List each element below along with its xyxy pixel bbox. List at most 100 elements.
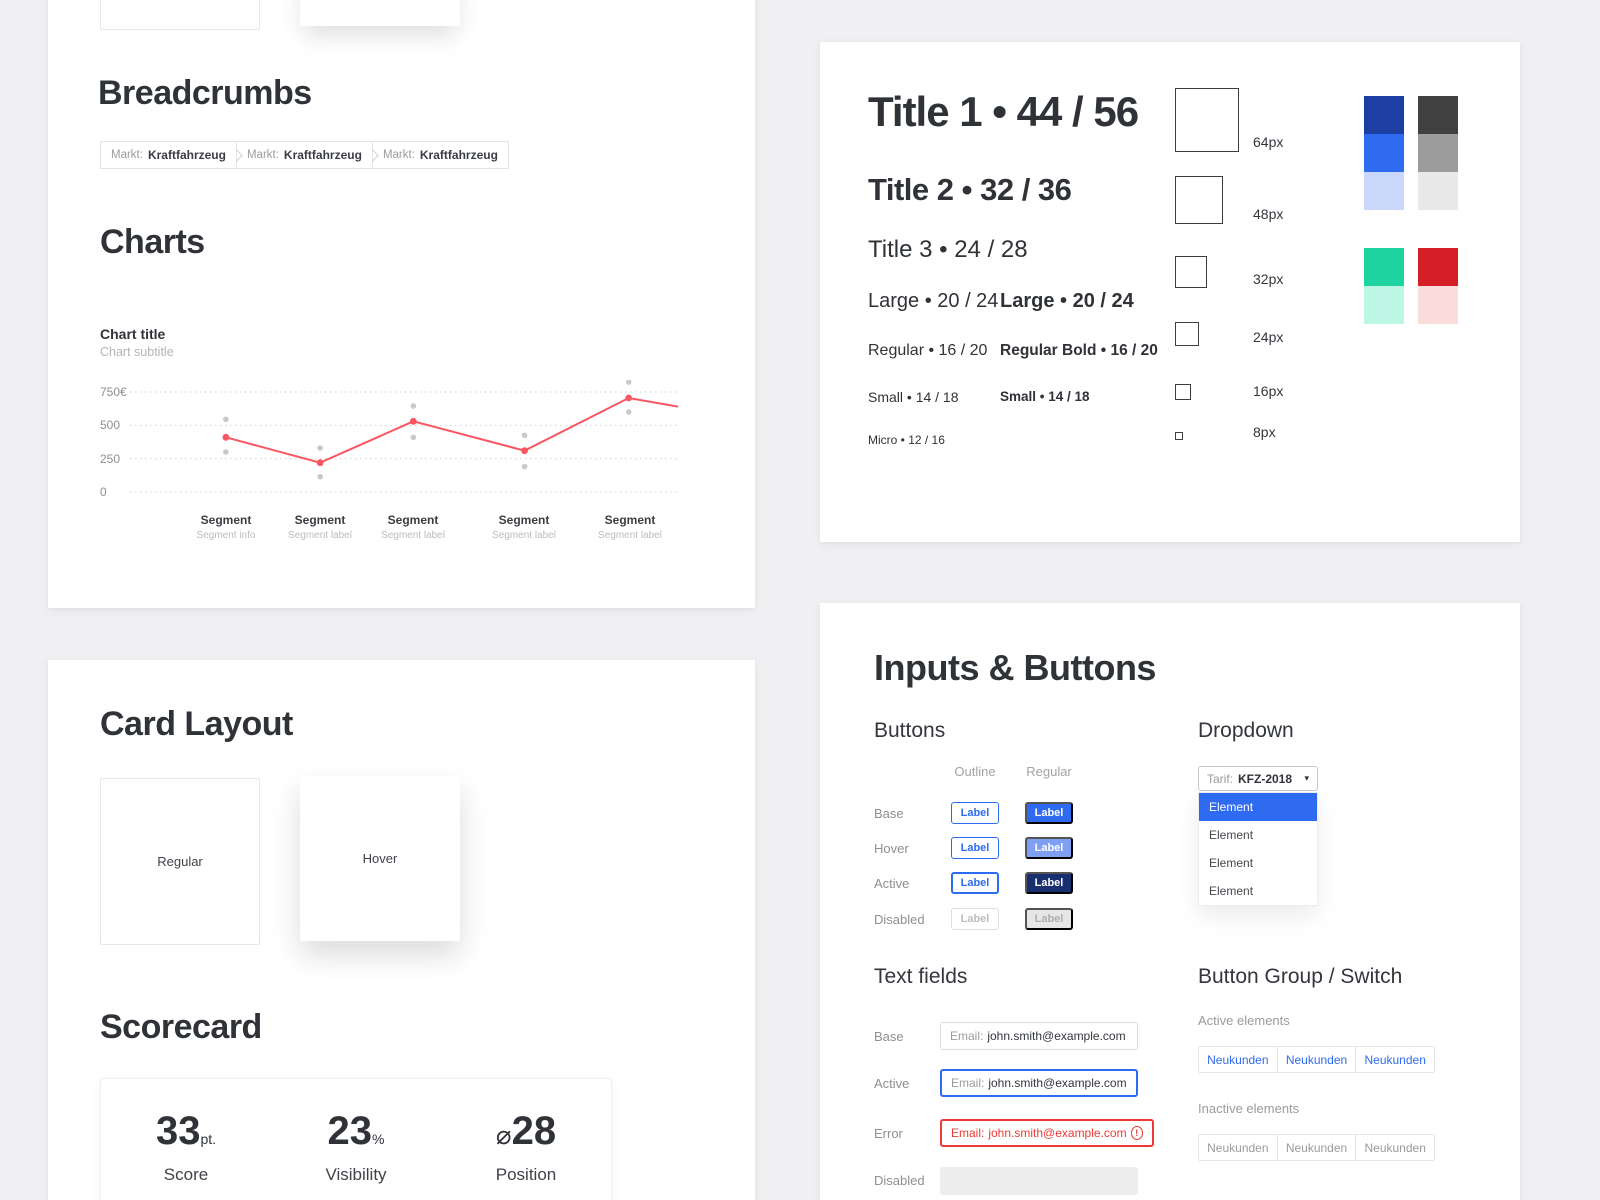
stat-value: 28 [511,1109,557,1153]
x-axis-label: Segment Segment label [270,513,370,541]
color-swatch-gray [1418,134,1458,172]
breadcrumb-value: Kraftfahrzeug [419,148,498,162]
size-label: 64px [1253,134,1284,150]
size-label: 32px [1253,271,1284,287]
email-field-active[interactable]: Email: john.smith@example.com [940,1069,1138,1097]
x-axis-label: Segment Segment info [176,513,276,541]
row-label-base: Base [874,806,904,821]
type-specimen-title1: Title 1 • 44 / 56 [868,88,1139,135]
segment-label: Segment [498,513,550,527]
color-swatch-blue-dark [1364,96,1404,134]
card-example-remnant [100,0,260,30]
segment-label: Segment [387,513,439,527]
fill-button-base[interactable]: Label [1025,802,1073,824]
fill-button-hover[interactable]: Label [1025,837,1073,859]
stat-value: 33 [155,1109,201,1153]
x-axis-label: Segment Segment label [363,513,463,541]
outline-button-base[interactable]: Label [951,802,999,824]
row-label-disabled: Disabled [874,912,925,927]
stat-unit: pt. [200,1131,217,1147]
group-button[interactable]: Neukunden [1198,1134,1278,1161]
dropdown-option-selected[interactable]: Element [1199,793,1317,821]
color-swatch-green-light [1364,286,1404,324]
stat-prefix: ⌀ [495,1120,512,1150]
type-specimen-small-bold: Small • 14 / 18 [1000,389,1090,404]
group-button[interactable]: Neukunden [1355,1046,1436,1073]
outline-button-active[interactable]: Label [951,872,999,894]
field-row-label-active: Active [874,1076,910,1091]
fill-button-active[interactable]: Label [1025,872,1073,894]
breadcrumb-item[interactable]: Markt: Kraftfahrzeug [371,141,509,169]
group-button[interactable]: Neukunden [1198,1046,1278,1073]
color-swatch-blue [1364,134,1404,172]
color-swatch-green [1364,248,1404,286]
text-fields-subheading: Text fields [874,965,968,988]
segment-sublabel: Segment label [598,530,662,541]
dropdown-option[interactable]: Element [1209,884,1254,898]
dropdown-option[interactable]: Element [1209,828,1254,842]
breadcrumb-key: Markt: [246,149,279,161]
dropdown-option[interactable]: Element [1209,856,1254,870]
group-button[interactable]: Neukunden [1276,1134,1357,1161]
size-square-24 [1175,322,1199,346]
email-field-error[interactable]: Email: john.smith@example.com ! [940,1119,1154,1147]
x-axis-label: Segment Segment label [474,513,574,541]
email-field-disabled [940,1167,1138,1195]
email-field-label: Email: [950,1029,984,1043]
components-card: Breadcrumbs Markt: Kraftfahrzeug Markt: … [48,0,755,608]
card-layout-card: Card Layout Regular Hover Scorecard 33pt… [48,660,755,1200]
type-specimen-large-bold: Large • 20 / 24 [1000,290,1134,312]
size-square-48 [1175,176,1223,224]
segment-sublabel: Segment label [381,530,445,541]
buttons-subheading: Buttons [874,719,946,742]
column-header-regular: Regular [1026,764,1072,779]
color-swatch-red [1418,248,1458,286]
group-button[interactable]: Neukunden [1355,1134,1436,1161]
group-button[interactable]: Neukunden [1276,1046,1357,1073]
field-row-label-base: Base [874,1029,904,1044]
dropdown-select-value: KFZ-2018 [1238,771,1293,786]
size-label: 8px [1253,424,1276,440]
size-square-8 [1175,432,1183,440]
size-label: 48px [1253,206,1284,222]
outline-button-hover[interactable]: Label [951,837,999,859]
dropdown-subheading: Dropdown [1198,719,1294,742]
color-swatch-blue-light [1364,172,1404,210]
row-label-hover: Hover [874,841,909,856]
breadcrumb-item[interactable]: Markt: Kraftfahrzeug [100,141,237,169]
segment-sublabel: Segment info [196,530,256,541]
email-field-label: Email: [951,1126,985,1140]
breadcrumb-item[interactable]: Markt: Kraftfahrzeug [235,141,373,169]
size-square-16 [1175,384,1191,400]
y-axis-tick: 500 [100,418,121,432]
color-swatch-gray-dark [1418,96,1458,134]
button-group-inactive: Neukunden Neukunden Neukunden [1198,1134,1436,1161]
chevron-down-icon: ▾ [1304,773,1309,783]
typography-card: Title 1 • 44 / 56 Title 2 • 32 / 36 Titl… [820,42,1520,542]
demo-card-hover[interactable]: Hover [300,776,460,941]
email-field-value: john.smith@example.com [988,1076,1127,1090]
y-axis-tick: 250 [100,452,121,466]
scorecard-stat: 33pt. Score [101,1109,271,1200]
size-square-64 [1175,88,1239,152]
breadcrumb-key: Markt: [382,149,415,161]
type-specimen-regular-bold: Regular Bold • 16 / 20 [1000,342,1158,359]
segment-line-chart [130,380,679,493]
email-field-base[interactable]: Email: john.smith@example.com [940,1022,1138,1050]
fill-button-disabled: Label [1025,908,1073,930]
dropdown-select-label: Tarif: [1207,771,1234,786]
segment-sublabel: Segment label [288,530,352,541]
color-swatch-red-light [1418,286,1458,324]
chart-title: Chart title [100,326,166,342]
card-example-remnant-hover [300,0,460,26]
demo-card-hover-label: Hover [362,851,398,866]
size-square-32 [1175,256,1207,288]
dropdown-select[interactable]: Tarif: KFZ-2018 ▾ [1198,766,1318,791]
demo-card-regular[interactable]: Regular [100,778,260,945]
email-field-value: john.smith@example.com [987,1029,1126,1043]
stat-value: 23 [327,1109,373,1153]
y-axis-tick: 750€ [100,385,127,399]
y-axis-tick: 0 [100,485,107,499]
inputs-buttons-card: Inputs & Buttons Buttons Outline Regular… [820,603,1520,1200]
